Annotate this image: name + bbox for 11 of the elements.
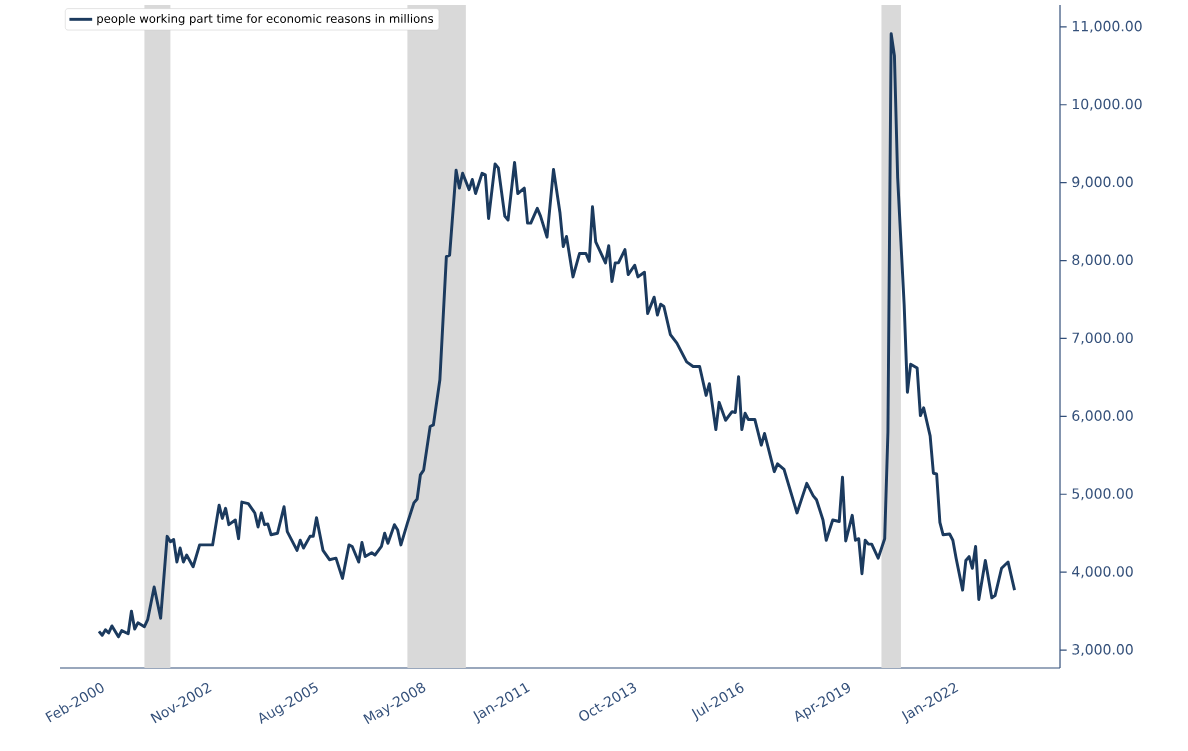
y-tick-label: 10,000.00 [1072,98,1142,111]
y-tick-label: 6,000.00 [1072,410,1133,423]
y-tick-label: 7,000.00 [1072,332,1133,345]
y-tick-label: 4,000.00 [1072,566,1133,579]
legend-label: people working part time for economic reasons in millions [97,13,434,26]
y-tick-label: 9,000.00 [1072,176,1133,189]
line-series [97,32,1017,639]
y-tick-label: 3,000.00 [1072,644,1133,657]
y-tick-label: 8,000.00 [1072,254,1133,267]
y-tick-label: 11,000.00 [1072,20,1142,33]
y-tick-label: 5,000.00 [1072,488,1133,501]
